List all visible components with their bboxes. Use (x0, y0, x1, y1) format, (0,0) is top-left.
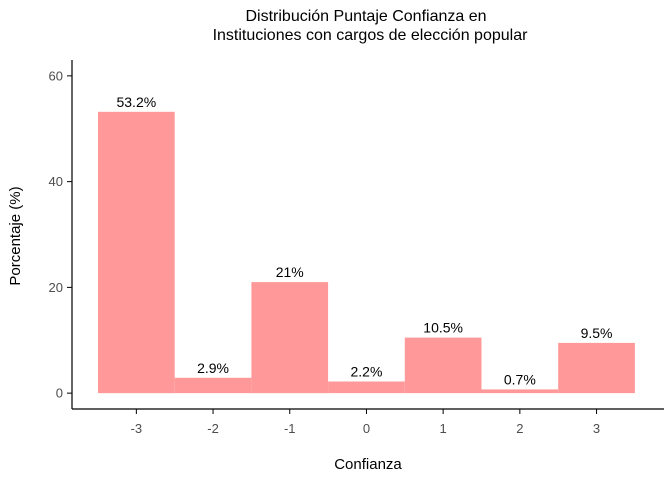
chart-title-line-1: Distribución Puntaje Confianza en (245, 8, 486, 25)
bars-group (98, 111, 635, 394)
y-tick-label-60: 60 (49, 68, 63, 83)
x-tick-label-0: 0 (363, 421, 370, 436)
bar-3 (558, 342, 635, 394)
data-label-2: 0.7% (504, 371, 536, 387)
x-axis-title: Confianza (334, 456, 402, 473)
x-tick-label--2: -2 (207, 421, 219, 436)
data-label--1: 21% (276, 264, 304, 280)
bar--3 (98, 111, 175, 394)
x-tick-label-3: 3 (593, 421, 600, 436)
chart-title-line-2: Instituciones con cargos de elección pop… (213, 27, 529, 44)
y-tick-label-40: 40 (49, 174, 63, 189)
y-tick-label-20: 20 (49, 280, 63, 295)
data-labels-group: 53.2% 2.9% 21% 2.2% 10.5% 0.7% 9.5% (116, 94, 612, 388)
bar-1 (404, 337, 482, 394)
data-label-0: 2.2% (350, 364, 382, 380)
y-axis-ticks: 0 20 40 60 (49, 68, 72, 401)
data-label--3: 53.2% (116, 94, 156, 110)
bar-2 (481, 389, 559, 394)
bar--1 (251, 282, 329, 394)
x-tick-label-1: 1 (440, 421, 447, 436)
y-axis-title: Porcentaje (%) (7, 186, 24, 285)
x-tick-label-2: 2 (516, 421, 523, 436)
y-tick-label-0: 0 (56, 386, 63, 401)
bar--2 (174, 377, 252, 394)
data-label-1: 10.5% (423, 320, 463, 336)
bar-0 (328, 381, 405, 394)
x-axis-ticks: -3 -2 -1 0 1 2 3 (131, 409, 600, 436)
x-tick-label--3: -3 (131, 421, 143, 436)
data-label-3: 9.5% (581, 325, 613, 341)
data-label--2: 2.9% (197, 360, 229, 376)
x-tick-label--1: -1 (284, 421, 296, 436)
